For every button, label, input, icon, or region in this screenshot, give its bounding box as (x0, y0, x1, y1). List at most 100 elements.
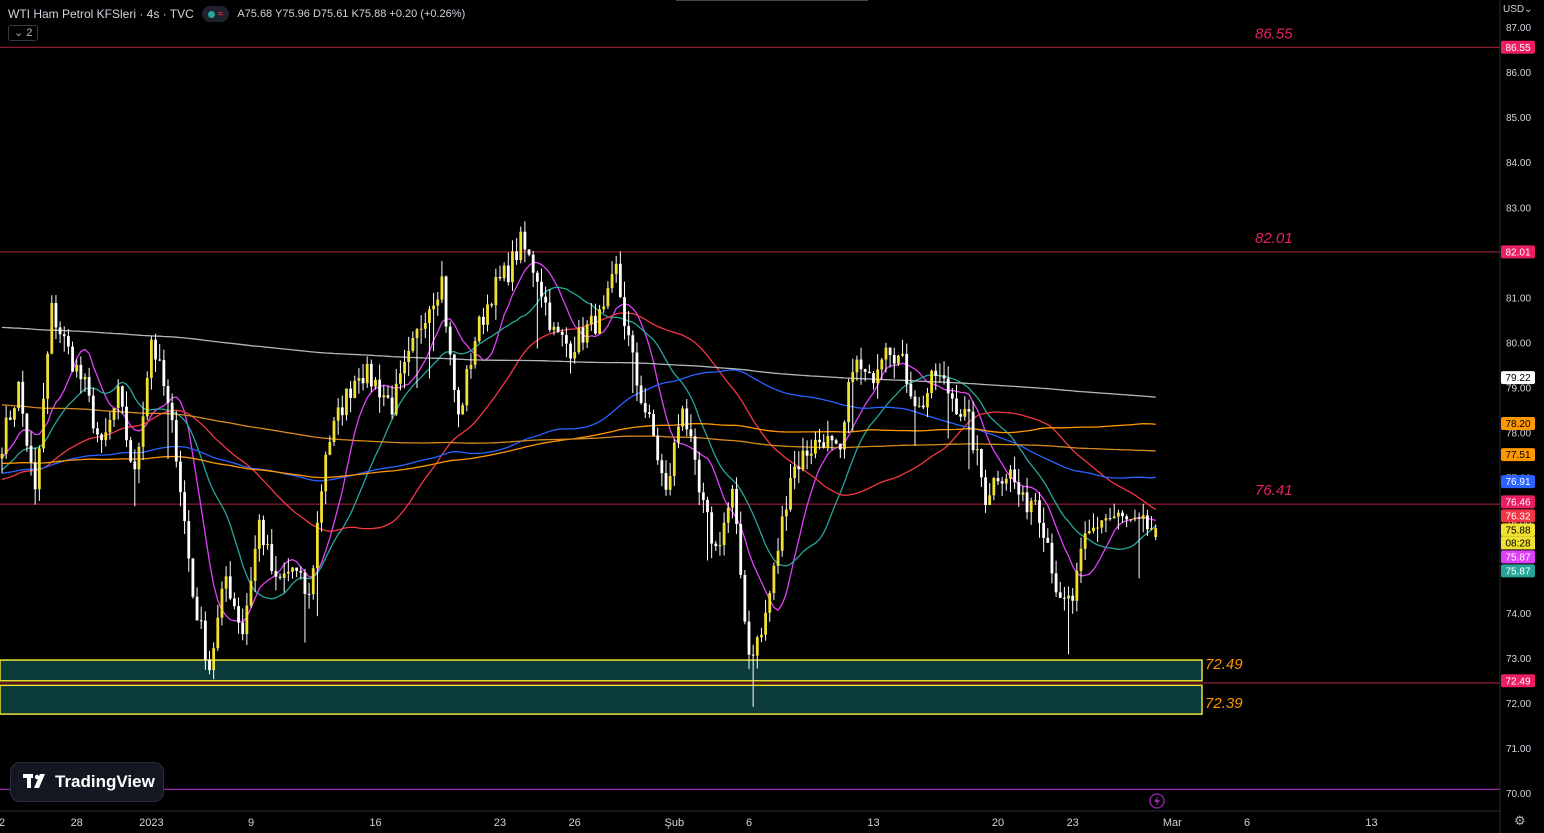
candle-body (743, 574, 747, 622)
candle-body (399, 373, 402, 384)
candle-body (697, 459, 701, 493)
currency-selector[interactable]: USD⌄ (1503, 4, 1533, 15)
candle-body (282, 573, 286, 578)
candle-body (631, 335, 635, 353)
candle-body (162, 360, 166, 387)
candle-body (1017, 482, 1021, 495)
candle-body (237, 606, 240, 623)
candle-body (299, 570, 303, 573)
market-status-icon: ≈ (217, 8, 224, 20)
candle-body (917, 405, 921, 407)
candle-body (286, 571, 290, 574)
candle-body (216, 617, 220, 649)
candle-body (100, 434, 103, 441)
candle-body (465, 368, 469, 406)
candle-body (423, 323, 427, 329)
settings-gear-icon[interactable]: ⚙ (1514, 813, 1526, 828)
candle-body (701, 492, 705, 500)
price-tag-label: 86.55 (1505, 43, 1530, 54)
chevron-down-icon: ⌄ (14, 27, 24, 39)
x-tick-label: Mar (1163, 817, 1182, 829)
price-tag-label: 82.01 (1505, 247, 1530, 258)
candle-body (71, 346, 74, 372)
price-tag-label: 79.22 (1505, 373, 1530, 384)
x-tick-label: 2 (0, 817, 5, 829)
indicators-collapse-button[interactable]: ⌄ 2 (8, 25, 39, 41)
candle-body (191, 558, 195, 597)
candle-body (921, 405, 925, 408)
candle-body (208, 659, 211, 671)
candle-body (461, 405, 465, 415)
ohlc-values: A75.68 Y75.96 D75.61 K75.88 +0.20 (+0.26… (237, 8, 466, 20)
candle-body (610, 274, 614, 289)
candle-body (1029, 500, 1033, 513)
candle-body (50, 303, 54, 354)
price-tag-75.87 (1501, 564, 1535, 578)
price-tag-82.01 (1501, 245, 1535, 259)
candle-body (643, 403, 647, 413)
candle-body (1087, 531, 1091, 534)
price-tag-label: 75.87 (1505, 566, 1530, 577)
candle-body (212, 648, 216, 671)
y-tick-label: 79.00 (1506, 383, 1531, 394)
candle-body (834, 440, 838, 444)
lightning-bolt-icon (1154, 796, 1160, 806)
zone-label-72.49: 72.49 (1205, 656, 1243, 673)
symbol-title[interactable]: WTI Ham Petrol KFSleri · 4s · TVC (8, 7, 194, 21)
candle-body (1146, 515, 1149, 530)
candle-body (506, 265, 510, 283)
candle-body (731, 488, 734, 508)
candle-body (855, 359, 859, 373)
candle-body (1025, 492, 1029, 513)
price-tag-78.20 (1501, 417, 1535, 431)
candle-body (863, 369, 867, 372)
candle-body (851, 372, 855, 383)
candle-body (527, 249, 531, 255)
candle-body (158, 359, 162, 361)
candle-body (150, 339, 153, 378)
candle-body (33, 462, 37, 490)
tradingview-logo[interactable]: TradingView (10, 762, 164, 802)
candle-body (46, 353, 50, 399)
candle-body (544, 296, 548, 303)
x-tick-label: 26 (569, 817, 581, 829)
candle-body (867, 371, 871, 374)
candle-body (581, 327, 585, 343)
countdown-tag (1501, 536, 1535, 550)
candle-body (872, 373, 875, 384)
candle-body (955, 398, 958, 415)
candle-body (706, 499, 709, 513)
x-tick-label: Şub (665, 817, 685, 829)
candle-body (1000, 481, 1004, 484)
candle-body (635, 352, 639, 386)
candle-body (606, 288, 610, 307)
price-tag-86.55 (1501, 40, 1535, 54)
candle-body (54, 303, 58, 328)
candle-body (739, 523, 743, 575)
candle-body (83, 377, 87, 380)
price-tag-79.22 (1501, 371, 1535, 385)
candle-body (685, 408, 689, 430)
candle-body (278, 576, 282, 578)
indicators-count: 2 (26, 27, 33, 39)
candle-body (332, 420, 336, 442)
candle-body (1021, 492, 1025, 495)
candle-body (145, 377, 149, 417)
x-tick-label: 13 (1365, 817, 1377, 829)
candle-body (639, 385, 643, 404)
candle-body (913, 396, 917, 407)
candle-body (390, 397, 394, 415)
market-status-pill[interactable]: ≈ (201, 6, 230, 22)
candle-body (411, 337, 415, 351)
candle-body (1046, 537, 1050, 543)
candle-body (971, 411, 975, 451)
candle-body (407, 350, 411, 363)
candle-body (183, 492, 186, 522)
candle-body (585, 324, 589, 343)
candle-body (112, 408, 116, 420)
candle-body (689, 429, 693, 437)
candle-body (357, 378, 361, 381)
x-tick-label: 6 (746, 817, 752, 829)
candle-body (249, 580, 253, 606)
